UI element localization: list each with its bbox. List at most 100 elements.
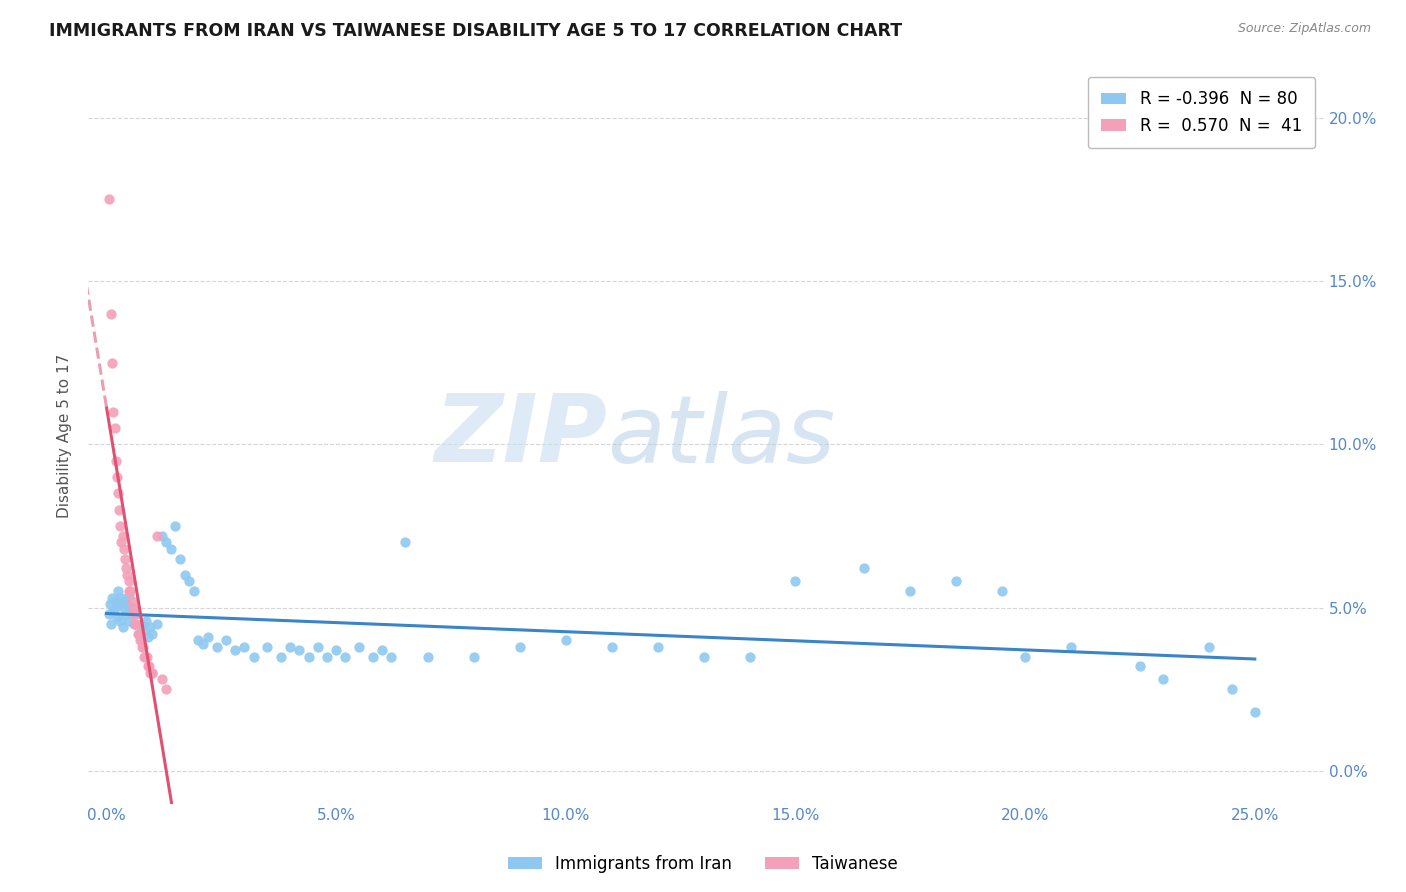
Point: [100, 616, 122, 631]
Point: [105, 470, 128, 484]
Point: [117, 614, 139, 628]
Point: [1152, 673, 1174, 687]
Point: [298, 649, 321, 664]
Point: [256, 640, 278, 654]
Point: [146, 529, 169, 543]
Point: [122, 616, 145, 631]
Point: [1129, 659, 1152, 673]
Point: [97, 607, 120, 621]
Point: [600, 640, 623, 654]
Legend: R = -0.396  N = 80, R =  0.570  N =  41: R = -0.396 N = 80, R = 0.570 N = 41: [1088, 77, 1316, 148]
Point: [191, 636, 214, 650]
Point: [104, 453, 127, 467]
Point: [114, 607, 136, 621]
Text: ZIP: ZIP: [434, 390, 607, 482]
Point: [554, 633, 576, 648]
Point: [103, 404, 125, 418]
Point: [165, 519, 187, 533]
Point: [127, 626, 149, 640]
Point: [98, 597, 121, 611]
Point: [120, 584, 142, 599]
Point: [132, 640, 155, 654]
Point: [141, 665, 163, 680]
Point: [115, 597, 138, 611]
Point: [114, 594, 136, 608]
Point: [125, 616, 148, 631]
Point: [197, 630, 219, 644]
Point: [118, 588, 141, 602]
Point: [416, 649, 439, 664]
Point: [187, 633, 209, 648]
Point: [112, 541, 135, 556]
Point: [110, 614, 132, 628]
Point: [139, 620, 162, 634]
Point: [325, 643, 347, 657]
Point: [215, 633, 238, 648]
Point: [270, 649, 292, 664]
Point: [205, 640, 228, 654]
Point: [108, 502, 131, 516]
Text: IMMIGRANTS FROM IRAN VS TAIWANESE DISABILITY AGE 5 TO 17 CORRELATION CHART: IMMIGRANTS FROM IRAN VS TAIWANESE DISABI…: [49, 22, 903, 40]
Point: [118, 584, 141, 599]
Y-axis label: Disability Age 5 to 17: Disability Age 5 to 17: [58, 354, 72, 518]
Point: [101, 591, 124, 605]
Point: [107, 584, 129, 599]
Point: [115, 568, 138, 582]
Point: [114, 551, 136, 566]
Point: [129, 616, 152, 631]
Point: [111, 620, 134, 634]
Point: [991, 584, 1014, 599]
Point: [121, 594, 143, 608]
Point: [463, 649, 485, 664]
Point: [136, 659, 159, 673]
Point: [110, 535, 132, 549]
Point: [110, 591, 132, 605]
Point: [125, 607, 148, 621]
Point: [114, 561, 136, 575]
Point: [135, 614, 157, 628]
Point: [134, 649, 156, 664]
Point: [898, 584, 921, 599]
Point: [97, 192, 120, 206]
Point: [1060, 640, 1083, 654]
Point: [108, 597, 131, 611]
Point: [380, 649, 402, 664]
Point: [347, 640, 370, 654]
Point: [278, 640, 301, 654]
Point: [132, 624, 155, 638]
Point: [509, 640, 531, 654]
Point: [853, 561, 876, 575]
Point: [169, 551, 191, 566]
Point: [179, 574, 201, 589]
Point: [122, 600, 145, 615]
Point: [141, 665, 163, 680]
Point: [288, 643, 311, 657]
Point: [785, 574, 807, 589]
Point: [692, 649, 714, 664]
Point: [1243, 705, 1265, 719]
Point: [1014, 649, 1036, 664]
Point: [242, 649, 264, 664]
Point: [361, 649, 384, 664]
Point: [136, 649, 159, 664]
Point: [233, 640, 256, 654]
Point: [128, 626, 150, 640]
Point: [183, 584, 205, 599]
Point: [136, 630, 159, 644]
Point: [138, 659, 160, 673]
Point: [316, 649, 339, 664]
Point: [121, 600, 143, 615]
Point: [159, 541, 181, 556]
Point: [105, 610, 128, 624]
Legend: Immigrants from Iran, Taiwanese: Immigrants from Iran, Taiwanese: [502, 848, 904, 880]
Point: [647, 640, 669, 654]
Point: [128, 626, 150, 640]
Point: [104, 421, 127, 435]
Point: [335, 649, 357, 664]
Point: [371, 643, 394, 657]
Point: [150, 673, 173, 687]
Point: [131, 640, 153, 654]
Point: [122, 607, 145, 621]
Point: [110, 519, 132, 533]
Point: [112, 600, 135, 615]
